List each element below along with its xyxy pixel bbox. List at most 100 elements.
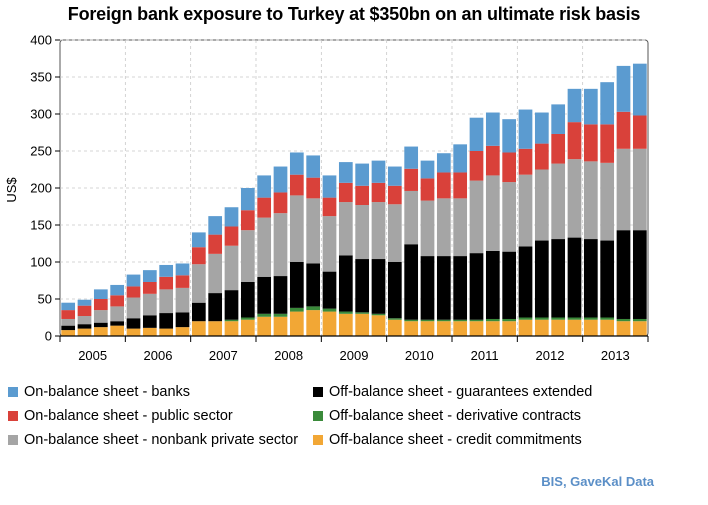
bar-segment-nonbank-private: [126, 297, 141, 319]
y-tick-label: 300: [30, 107, 52, 122]
bar-segment-credit-commitments: [567, 319, 582, 336]
bar-segment-guarantees: [502, 251, 517, 319]
bar-segment-public-sector: [61, 310, 76, 319]
bar-segment-nonbank-private: [436, 198, 451, 257]
legend-swatch: [313, 411, 323, 421]
bar-segment-credit-commitments: [436, 321, 451, 336]
bar-segment-banks: [126, 274, 141, 287]
y-tick-label: 150: [30, 218, 52, 233]
bar-segment-public-sector: [387, 185, 402, 205]
y-tick-label: 100: [30, 255, 52, 270]
bar-segment-derivatives: [567, 317, 582, 320]
bar-segment-banks: [175, 263, 190, 276]
bar-segment-nonbank-private: [142, 293, 157, 316]
bar-segment-public-sector: [632, 115, 647, 149]
bar-segment-banks: [616, 65, 631, 112]
bar-segment-nonbank-private: [273, 213, 288, 277]
grid-layer: [59, 39, 649, 337]
bar-segment-public-sector: [453, 172, 468, 199]
bar-segment-guarantees: [600, 240, 615, 318]
bar-segment-guarantees: [436, 256, 451, 320]
bar-segment-credit-commitments: [126, 328, 141, 336]
y-axis-label: US$: [4, 177, 19, 203]
legend-item-public-sector: On-balance sheet - public sector: [8, 408, 233, 424]
bar-segment-credit-commitments: [77, 328, 92, 336]
bar-segment-public-sector: [583, 124, 598, 162]
bar-segment-nonbank-private: [600, 162, 615, 241]
bar-segment-derivatives: [289, 307, 304, 312]
bar-segment-guarantees: [453, 256, 468, 320]
bar-segment-credit-commitments: [518, 319, 533, 336]
bar-segment-public-sector: [306, 177, 321, 199]
bar-segment-credit-commitments: [583, 319, 598, 336]
bar-segment-banks: [289, 152, 304, 175]
bar-segment-banks: [355, 163, 370, 186]
legend-item-derivatives: Off-balance sheet - derivative contracts: [313, 408, 581, 424]
legend-label: Off-balance sheet - derivative contracts: [329, 408, 581, 424]
bar-segment-nonbank-private: [502, 182, 517, 252]
bar-segment-nonbank-private: [485, 175, 500, 251]
bar-segment-credit-commitments: [632, 321, 647, 336]
bar-segment-nonbank-private: [387, 204, 402, 262]
bar-segment-banks: [453, 144, 468, 173]
bar-segment-derivatives: [485, 318, 500, 322]
bar-segment-guarantees: [191, 302, 206, 322]
bar-segment-banks: [404, 146, 419, 169]
legend-label: Off-balance sheet - credit commitments: [329, 432, 582, 448]
bar-segment-public-sector: [469, 151, 484, 181]
bar-segment-derivatives: [534, 317, 549, 320]
bar-segment-banks: [420, 160, 435, 179]
bar-segment-guarantees: [110, 321, 125, 326]
bar-segment-credit-commitments: [453, 321, 468, 336]
bar-segment-guarantees: [534, 240, 549, 318]
bar-segment-banks: [208, 216, 223, 235]
bar-segment-nonbank-private: [159, 289, 174, 314]
bar-segment-public-sector: [436, 172, 451, 199]
legend-swatch: [8, 435, 18, 445]
y-tick-label: 350: [30, 70, 52, 85]
bar-segment-banks: [93, 289, 108, 299]
bar-segment-credit-commitments: [142, 327, 157, 336]
bar-segment-guarantees: [61, 325, 76, 331]
bar-segment-derivatives: [322, 308, 337, 312]
y-tick-label: 0: [45, 329, 52, 344]
x-tick-label: 2009: [340, 348, 369, 363]
axis-layer: 0 50 100 150 200 250 300 350 400 2005 2006 2007 2008…: [30, 33, 649, 363]
x-tick-label: 2012: [536, 348, 565, 363]
legend-label: On-balance sheet - public sector: [24, 408, 233, 424]
bar-segment-public-sector: [322, 197, 337, 217]
bar-segment-nonbank-private: [289, 195, 304, 262]
bar-segment-derivatives: [224, 319, 239, 322]
bar-segment-derivatives: [551, 317, 566, 320]
bar-segment-nonbank-private: [224, 245, 239, 291]
bar-segment-public-sector: [289, 174, 304, 196]
bar-segment-guarantees: [322, 271, 337, 309]
legend-label: Off-balance sheet - guarantees extended: [329, 384, 593, 400]
bar-segment-credit-commitments: [93, 327, 108, 336]
bar-segment-derivatives: [436, 319, 451, 322]
bar-segment-credit-commitments: [404, 321, 419, 336]
x-tick-label: 2008: [274, 348, 303, 363]
legend-label: On-balance sheet - banks: [24, 384, 191, 400]
bar-segment-public-sector: [191, 247, 206, 265]
bar-segment-credit-commitments: [208, 321, 223, 336]
bar-segment-banks: [322, 175, 337, 198]
bar-segment-public-sector: [224, 226, 239, 246]
bar-segment-nonbank-private: [93, 310, 108, 323]
bar-segment-banks: [142, 270, 157, 282]
legend-swatch: [8, 387, 18, 397]
bar-segment-credit-commitments: [338, 313, 353, 336]
bar-segment-guarantees: [518, 246, 533, 318]
bar-segment-nonbank-private: [240, 230, 255, 282]
x-tick-label: 2010: [405, 348, 434, 363]
legend-swatch: [313, 435, 323, 445]
bar-segment-banks: [338, 162, 353, 183]
y-tick-label: 50: [38, 292, 52, 307]
bar-segment-guarantees: [583, 239, 598, 318]
bar-segment-nonbank-private: [534, 169, 549, 241]
y-tick-label: 250: [30, 144, 52, 159]
bar-segment-nonbank-private: [61, 318, 76, 326]
x-tick-label: 2011: [471, 348, 499, 363]
bar-segment-public-sector: [208, 234, 223, 254]
bar-segment-credit-commitments: [175, 327, 190, 336]
